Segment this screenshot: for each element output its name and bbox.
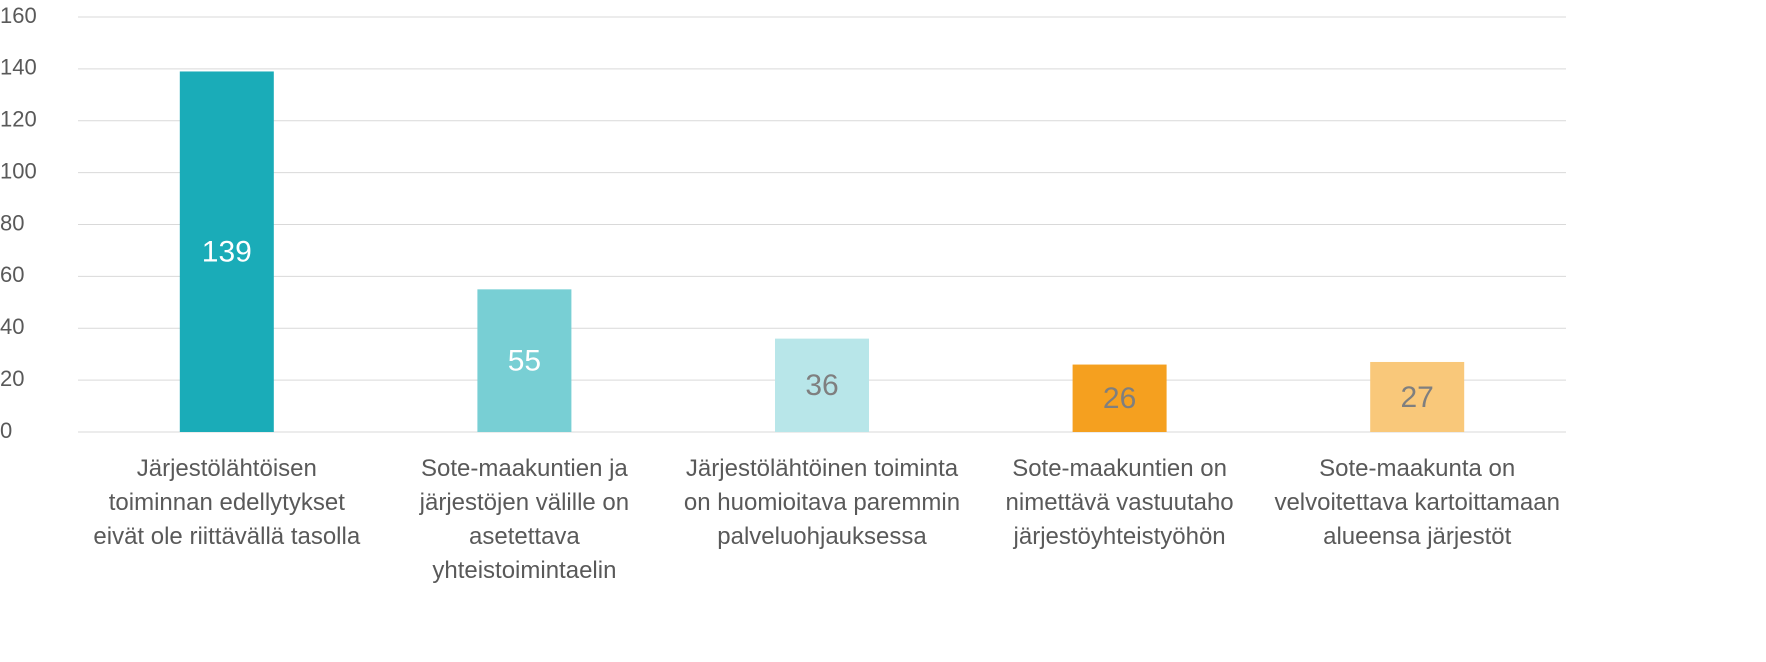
y-tick-label: 120 xyxy=(0,107,37,132)
y-tick-label: 0 xyxy=(0,418,12,443)
x-tick-label: Sote-maakuntien ja järjestöjen välille o… xyxy=(419,455,630,584)
y-tick-label: 40 xyxy=(0,314,24,339)
y-tick-label: 60 xyxy=(0,262,24,287)
x-tick-label: Järjestölähtöinen toiminta on huomioitav… xyxy=(683,455,961,550)
x-tick-label: Järjestölähtöisen toiminnan edellytykset… xyxy=(93,455,361,550)
y-tick-label: 20 xyxy=(0,366,24,391)
bar xyxy=(1072,364,1167,432)
x-tick-label: Sote-maakunta on velvoitettava kartoitta… xyxy=(1274,455,1560,550)
x-tick-label: Sote-maakuntien on nimettävä vastuutaho … xyxy=(1005,455,1234,550)
data-label: 36 xyxy=(805,369,838,402)
bar xyxy=(179,71,274,432)
bar xyxy=(477,289,572,432)
data-label: 27 xyxy=(1401,381,1434,414)
y-tick-label: 140 xyxy=(0,55,37,80)
y-tick-label: 100 xyxy=(0,158,37,183)
bar xyxy=(1370,361,1465,432)
data-label: 139 xyxy=(202,236,252,269)
data-label: 55 xyxy=(508,345,541,378)
bar xyxy=(775,338,869,432)
data-label: 26 xyxy=(1103,382,1136,415)
y-tick-label: 80 xyxy=(0,210,24,235)
y-tick-label: 160 xyxy=(0,3,37,28)
